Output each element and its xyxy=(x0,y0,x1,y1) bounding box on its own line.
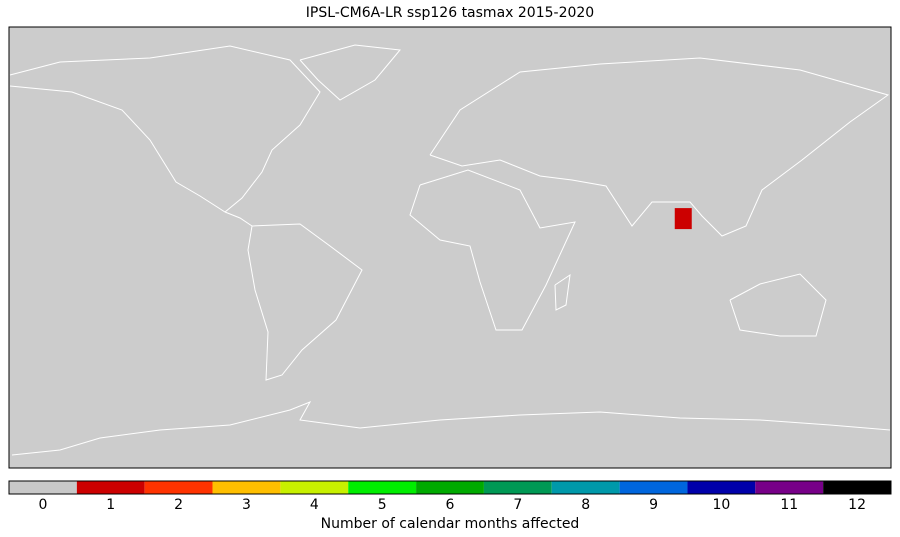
colorbar-frame xyxy=(8,480,892,495)
colorbar-segment xyxy=(483,481,552,494)
coastlines xyxy=(9,44,891,456)
colorbar-segment xyxy=(212,481,281,494)
map-background xyxy=(8,26,892,469)
colorbar-label: Number of calendar months affected xyxy=(321,516,580,532)
colorbar-tick-label: 2 xyxy=(174,497,183,513)
affected-cell xyxy=(674,208,692,230)
colorbar-segment xyxy=(551,481,620,494)
colorbar-tick-label: 7 xyxy=(513,497,522,513)
colorbar-segment xyxy=(619,481,688,494)
colorbar-tick-label: 5 xyxy=(378,497,387,513)
colorbar-tick-label: 1 xyxy=(106,497,115,513)
coastline xyxy=(247,223,363,381)
coastline xyxy=(224,211,253,227)
colorbar-segment xyxy=(687,481,756,494)
map-title: IPSL-CM6A-LR ssp126 tasmax 2015-2020 xyxy=(306,5,594,21)
colorbar-tick-label: 8 xyxy=(581,497,590,513)
affected-cells xyxy=(674,208,692,230)
colorbar-tick-label: 12 xyxy=(848,497,866,513)
colorbar-segment xyxy=(9,481,77,494)
colorbar-segment xyxy=(348,481,417,494)
colorbar-tick-label: 9 xyxy=(649,497,658,513)
coastline xyxy=(729,273,827,337)
colorbar-segment xyxy=(823,481,891,494)
colorbar-tick-label: 4 xyxy=(310,497,319,513)
colorbar: 0 1 2 3 4 5 6 7 8 9 10 11 12 xyxy=(9,481,891,513)
colorbar-tick-label: 3 xyxy=(242,497,251,513)
colorbar-segment xyxy=(76,481,145,494)
colorbar-segment xyxy=(755,481,824,494)
colorbar-tick-label: 6 xyxy=(446,497,455,513)
colorbar-segment xyxy=(416,481,484,494)
colorbar-tick-label: 10 xyxy=(712,497,730,513)
coastline xyxy=(409,169,576,331)
coastline xyxy=(429,57,890,237)
colorbar-tick-label: 11 xyxy=(780,497,798,513)
coastline xyxy=(299,44,401,101)
coastline xyxy=(11,401,891,456)
coastline xyxy=(9,45,321,213)
coastline xyxy=(554,273,571,311)
colorbar-tick-label: 0 xyxy=(38,497,47,513)
colorbar-segment xyxy=(280,481,349,494)
colorbar-segment xyxy=(144,481,213,494)
